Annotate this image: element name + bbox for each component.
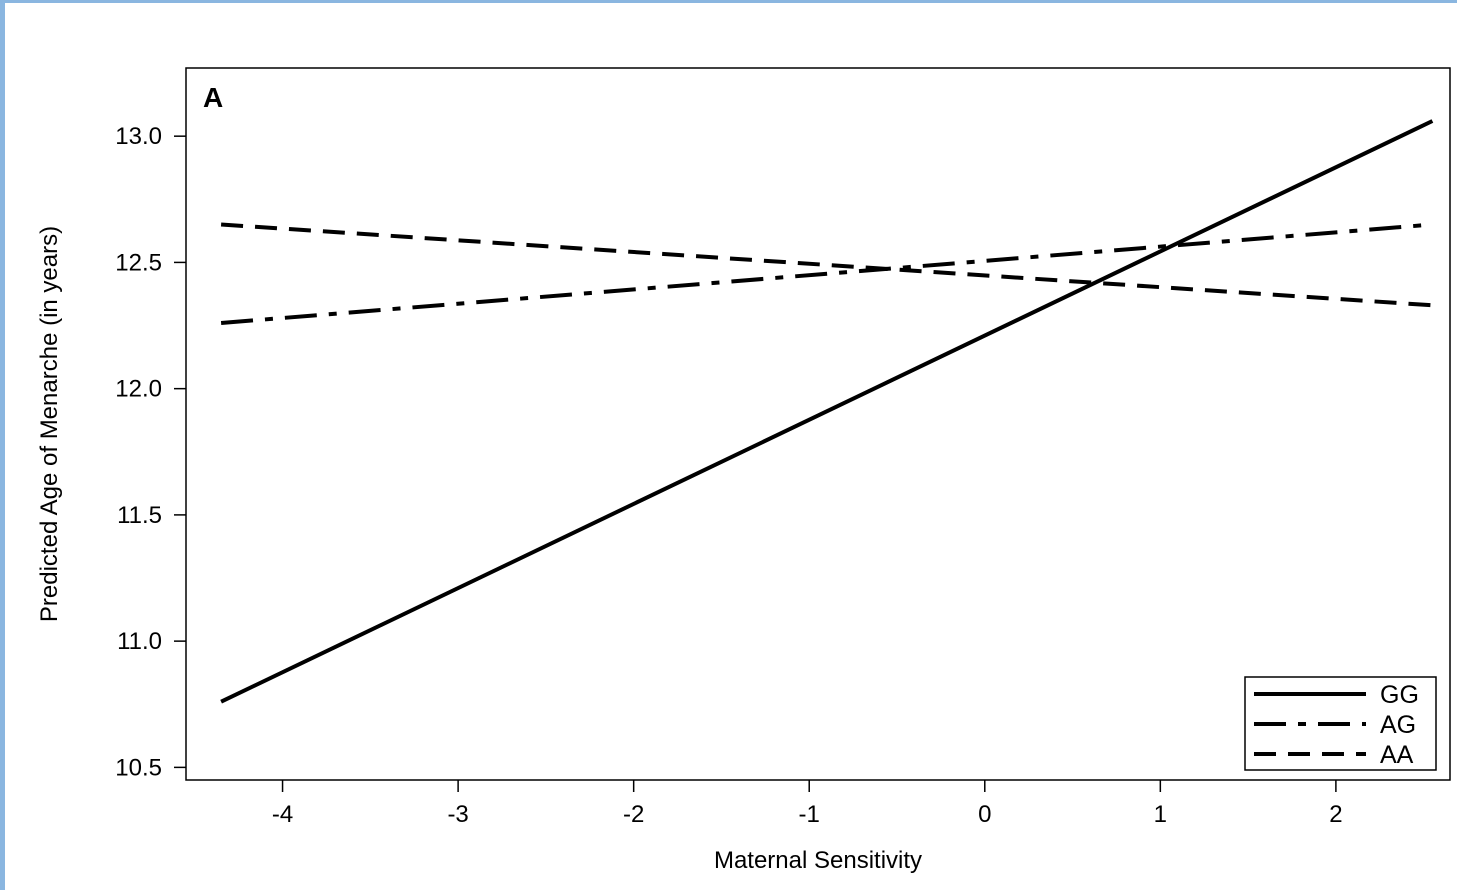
legend-label-gg: GG bbox=[1380, 681, 1419, 709]
x-axis: -4 -3 -2 -1 0 1 2 bbox=[272, 780, 1343, 828]
y-tick-label: 11.5 bbox=[117, 502, 162, 529]
series-line-gg bbox=[220, 119, 1434, 704]
y-tick-label: 13.0 bbox=[115, 123, 162, 150]
y-tick-label: 12.5 bbox=[115, 249, 162, 276]
y-axis-title: Predicted Age of Menarche (in years) bbox=[36, 226, 63, 622]
y-axis: 10.5 11.0 11.5 12.0 12.5 13.0 bbox=[115, 123, 186, 781]
panel-label: A bbox=[203, 82, 223, 113]
x-tick-label: -1 bbox=[799, 801, 820, 828]
x-tick-label: -3 bbox=[447, 801, 468, 828]
series-layer bbox=[220, 119, 1434, 704]
x-tick-label: 1 bbox=[1154, 801, 1167, 828]
x-tick-label: -4 bbox=[272, 801, 293, 828]
y-tick-label: 11.0 bbox=[117, 628, 162, 655]
series-line-ag bbox=[220, 222, 1433, 325]
y-tick-label: 12.0 bbox=[115, 376, 162, 403]
x-tick-label: 2 bbox=[1329, 801, 1342, 828]
x-tick-label: 0 bbox=[978, 801, 991, 828]
x-tick-label: -2 bbox=[623, 801, 644, 828]
x-axis-title: Maternal Sensitivity bbox=[714, 847, 922, 874]
y-tick-label: 10.5 bbox=[115, 754, 162, 781]
frame-border-left bbox=[0, 0, 5, 890]
legend-label-aa: AA bbox=[1380, 741, 1414, 769]
legend-label-ag: AG bbox=[1380, 711, 1416, 739]
plot-area bbox=[185, 67, 1451, 781]
frame-border-top bbox=[0, 0, 1457, 3]
